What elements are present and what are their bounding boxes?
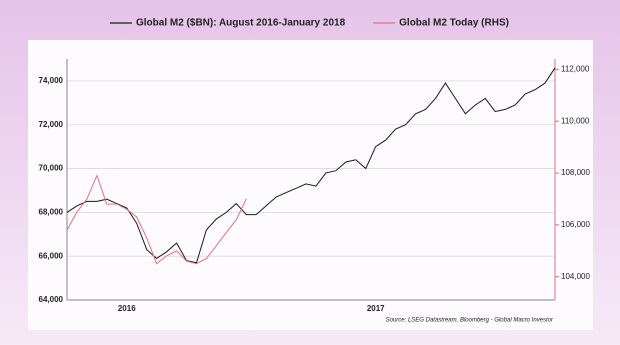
y-tick-label: 64,000 [39, 295, 64, 304]
y2-tick-label: 110,000 [561, 116, 590, 125]
source-note: Source: LSEG Datastream, Bloomberg - Glo… [386, 318, 554, 324]
y2-tick-label: 108,000 [561, 168, 590, 177]
y2-tick-label: 104,000 [561, 272, 590, 281]
legend-label: Global M2 ($BN): August 2016-January 201… [136, 18, 346, 29]
y-tick-label: 74,000 [39, 76, 64, 85]
series-line [66, 174, 247, 265]
y-tick-label: 70,000 [39, 164, 64, 173]
y-tick-label: 66,000 [39, 251, 64, 260]
y2-tick-label: 106,000 [561, 220, 590, 229]
x-tick-label: 2017 [367, 304, 385, 313]
y-tick-label: 68,000 [39, 207, 64, 216]
y2-tick-label: 112,000 [561, 64, 590, 73]
x-tick-label: 2016 [118, 304, 136, 313]
legend-label: Global M2 Today (RHS) [399, 18, 509, 29]
y-tick-label: 72,000 [39, 120, 64, 129]
series-line [66, 67, 556, 264]
